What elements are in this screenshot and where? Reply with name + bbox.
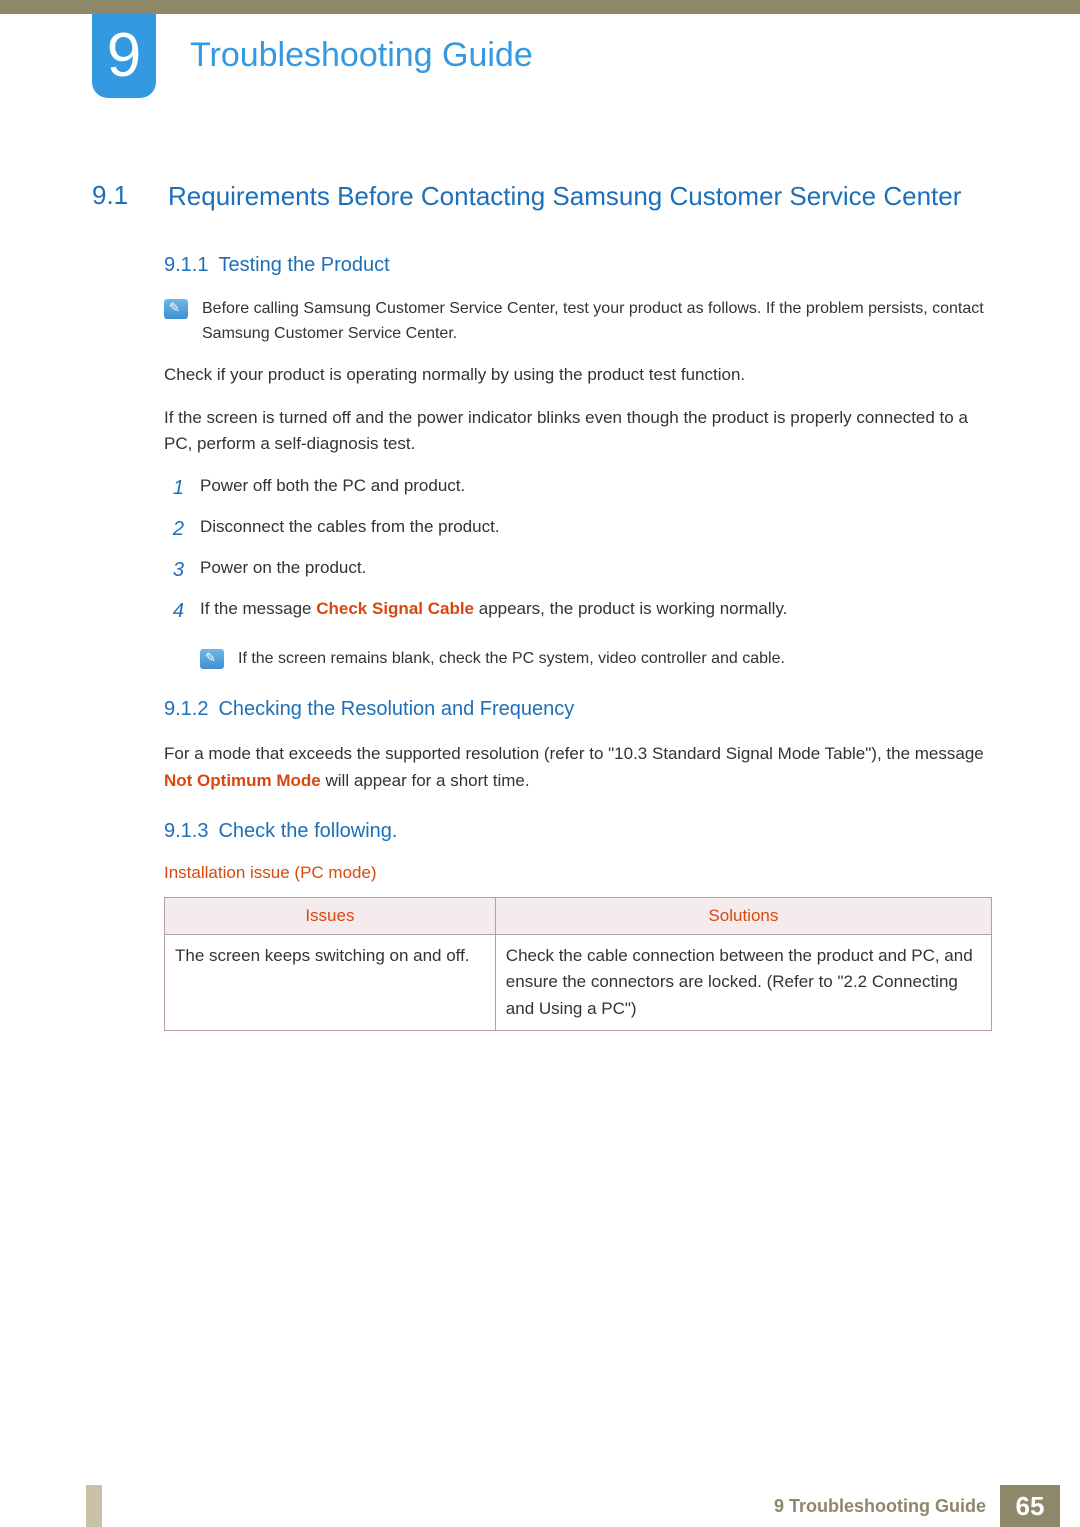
note-block: Before calling Samsung Customer Service … [164, 297, 992, 347]
table-cell-solution: Check the cable connection between the p… [495, 934, 991, 1030]
table-header-issues: Issues [165, 897, 496, 934]
nested-note-block: If the screen remains blank, check the P… [200, 647, 992, 672]
note-icon [200, 649, 224, 669]
list-item: 3 Power on the product. [164, 555, 992, 586]
note-icon [164, 299, 188, 319]
subsection-number: 9.1.3 [164, 820, 208, 842]
subsection-title: Check the following. [218, 820, 397, 842]
list-item: 1 Power off both the PC and product. [164, 473, 992, 504]
chapter-badge: 9 [92, 14, 156, 98]
table-row: The screen keeps switching on and off. C… [165, 934, 992, 1030]
subsection-title: Testing the Product [218, 254, 389, 276]
step-text-post: appears, the product is working normally… [474, 599, 787, 618]
section-number: 9.1 [92, 180, 148, 214]
body-paragraph: For a mode that exceeds the supported re… [164, 741, 992, 794]
note-text: Before calling Samsung Customer Service … [202, 297, 992, 347]
step-number: 2 [164, 514, 184, 545]
subsection-number: 9.1.2 [164, 698, 208, 720]
highlight-text: Check Signal Cable [316, 599, 474, 618]
subsection-number: 9.1.1 [164, 254, 208, 276]
section-heading-9-1: 9.1 Requirements Before Contacting Samsu… [92, 180, 992, 214]
table-caption: Installation issue (PC mode) [164, 863, 992, 883]
footer-spacer [92, 1485, 774, 1527]
step-text: Power off both the PC and product. [200, 473, 465, 504]
body-paragraph: If the screen is turned off and the powe… [164, 405, 992, 458]
body-paragraph: Check if your product is operating norma… [164, 362, 992, 388]
page-footer: 9 Troubleshooting Guide 65 [0, 1485, 1080, 1527]
chapter-number: 9 [107, 25, 141, 87]
chapter-title: Troubleshooting Guide [190, 36, 533, 75]
subsection-heading: 9.1.3 Check the following. [164, 820, 992, 843]
footer-label: 9 Troubleshooting Guide [774, 1485, 1000, 1527]
footer-accent-bar [0, 1485, 92, 1527]
section-title: Requirements Before Contacting Samsung C… [168, 180, 961, 214]
step-number: 4 [164, 596, 184, 627]
subsection-9-1-1: 9.1.1 Testing the Product Before calling … [164, 254, 992, 672]
paragraph-pre: For a mode that exceeds the supported re… [164, 744, 984, 763]
list-item: 2 Disconnect the cables from the product… [164, 514, 992, 545]
subsection-heading: 9.1.2 Checking the Resolution and Frequen… [164, 698, 992, 721]
table-header-solutions: Solutions [495, 897, 991, 934]
step-text: Disconnect the cables from the product. [200, 514, 500, 545]
step-text: If the message Check Signal Cable appear… [200, 596, 787, 627]
step-list: 1 Power off both the PC and product. 2 D… [164, 473, 992, 627]
paragraph-post: will appear for a short time. [321, 771, 530, 790]
step-number: 1 [164, 473, 184, 504]
footer-page-number: 65 [1000, 1485, 1060, 1527]
footer-end-spacer [1060, 1485, 1080, 1527]
list-item: 4 If the message Check Signal Cable appe… [164, 596, 992, 627]
page-content: 9.1 Requirements Before Contacting Samsu… [92, 180, 992, 1057]
top-accent-bar [0, 0, 1080, 14]
subsection-title: Checking the Resolution and Frequency [218, 698, 574, 720]
step-number: 3 [164, 555, 184, 586]
note-text: If the screen remains blank, check the P… [238, 647, 785, 672]
subsection-heading: 9.1.1 Testing the Product [164, 254, 992, 277]
step-text-pre: If the message [200, 599, 316, 618]
highlight-text: Not Optimum Mode [164, 771, 321, 790]
subsection-9-1-3: 9.1.3 Check the following. Installation i… [164, 820, 992, 1031]
table-cell-issue: The screen keeps switching on and off. [165, 934, 496, 1030]
issues-table: Issues Solutions The screen keeps switch… [164, 897, 992, 1031]
subsection-9-1-2: 9.1.2 Checking the Resolution and Frequen… [164, 698, 992, 794]
step-text: Power on the product. [200, 555, 366, 586]
